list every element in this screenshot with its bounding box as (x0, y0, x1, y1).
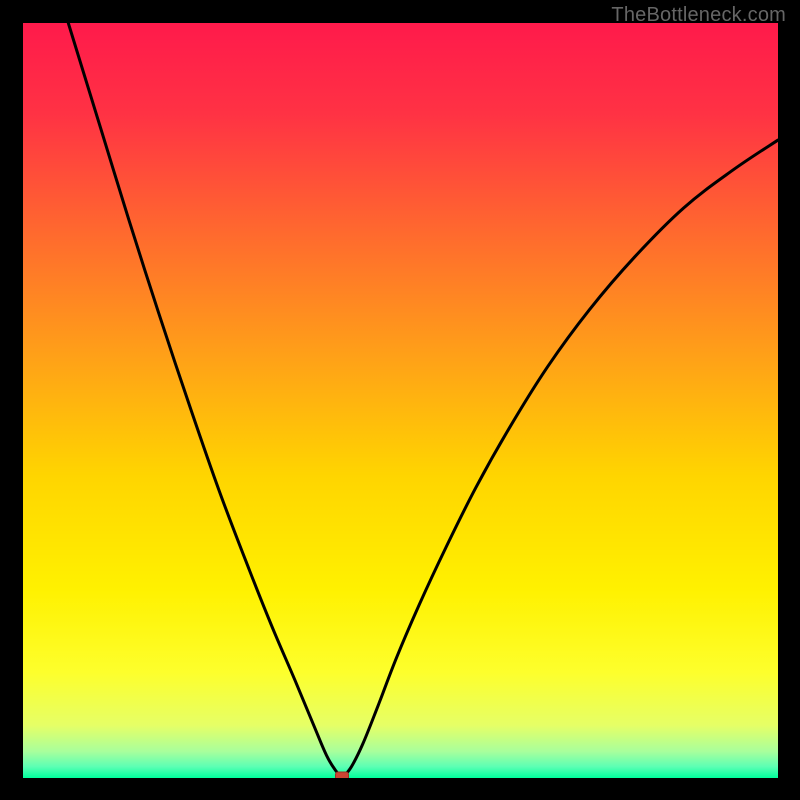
plot-area (23, 23, 778, 778)
watermark-text: TheBottleneck.com (611, 4, 786, 27)
curve-layer (23, 23, 778, 778)
curve-segment (68, 23, 342, 778)
curve-segment (342, 140, 778, 778)
chart-canvas: TheBottleneck.com (0, 0, 800, 800)
minimum-marker (335, 771, 349, 778)
